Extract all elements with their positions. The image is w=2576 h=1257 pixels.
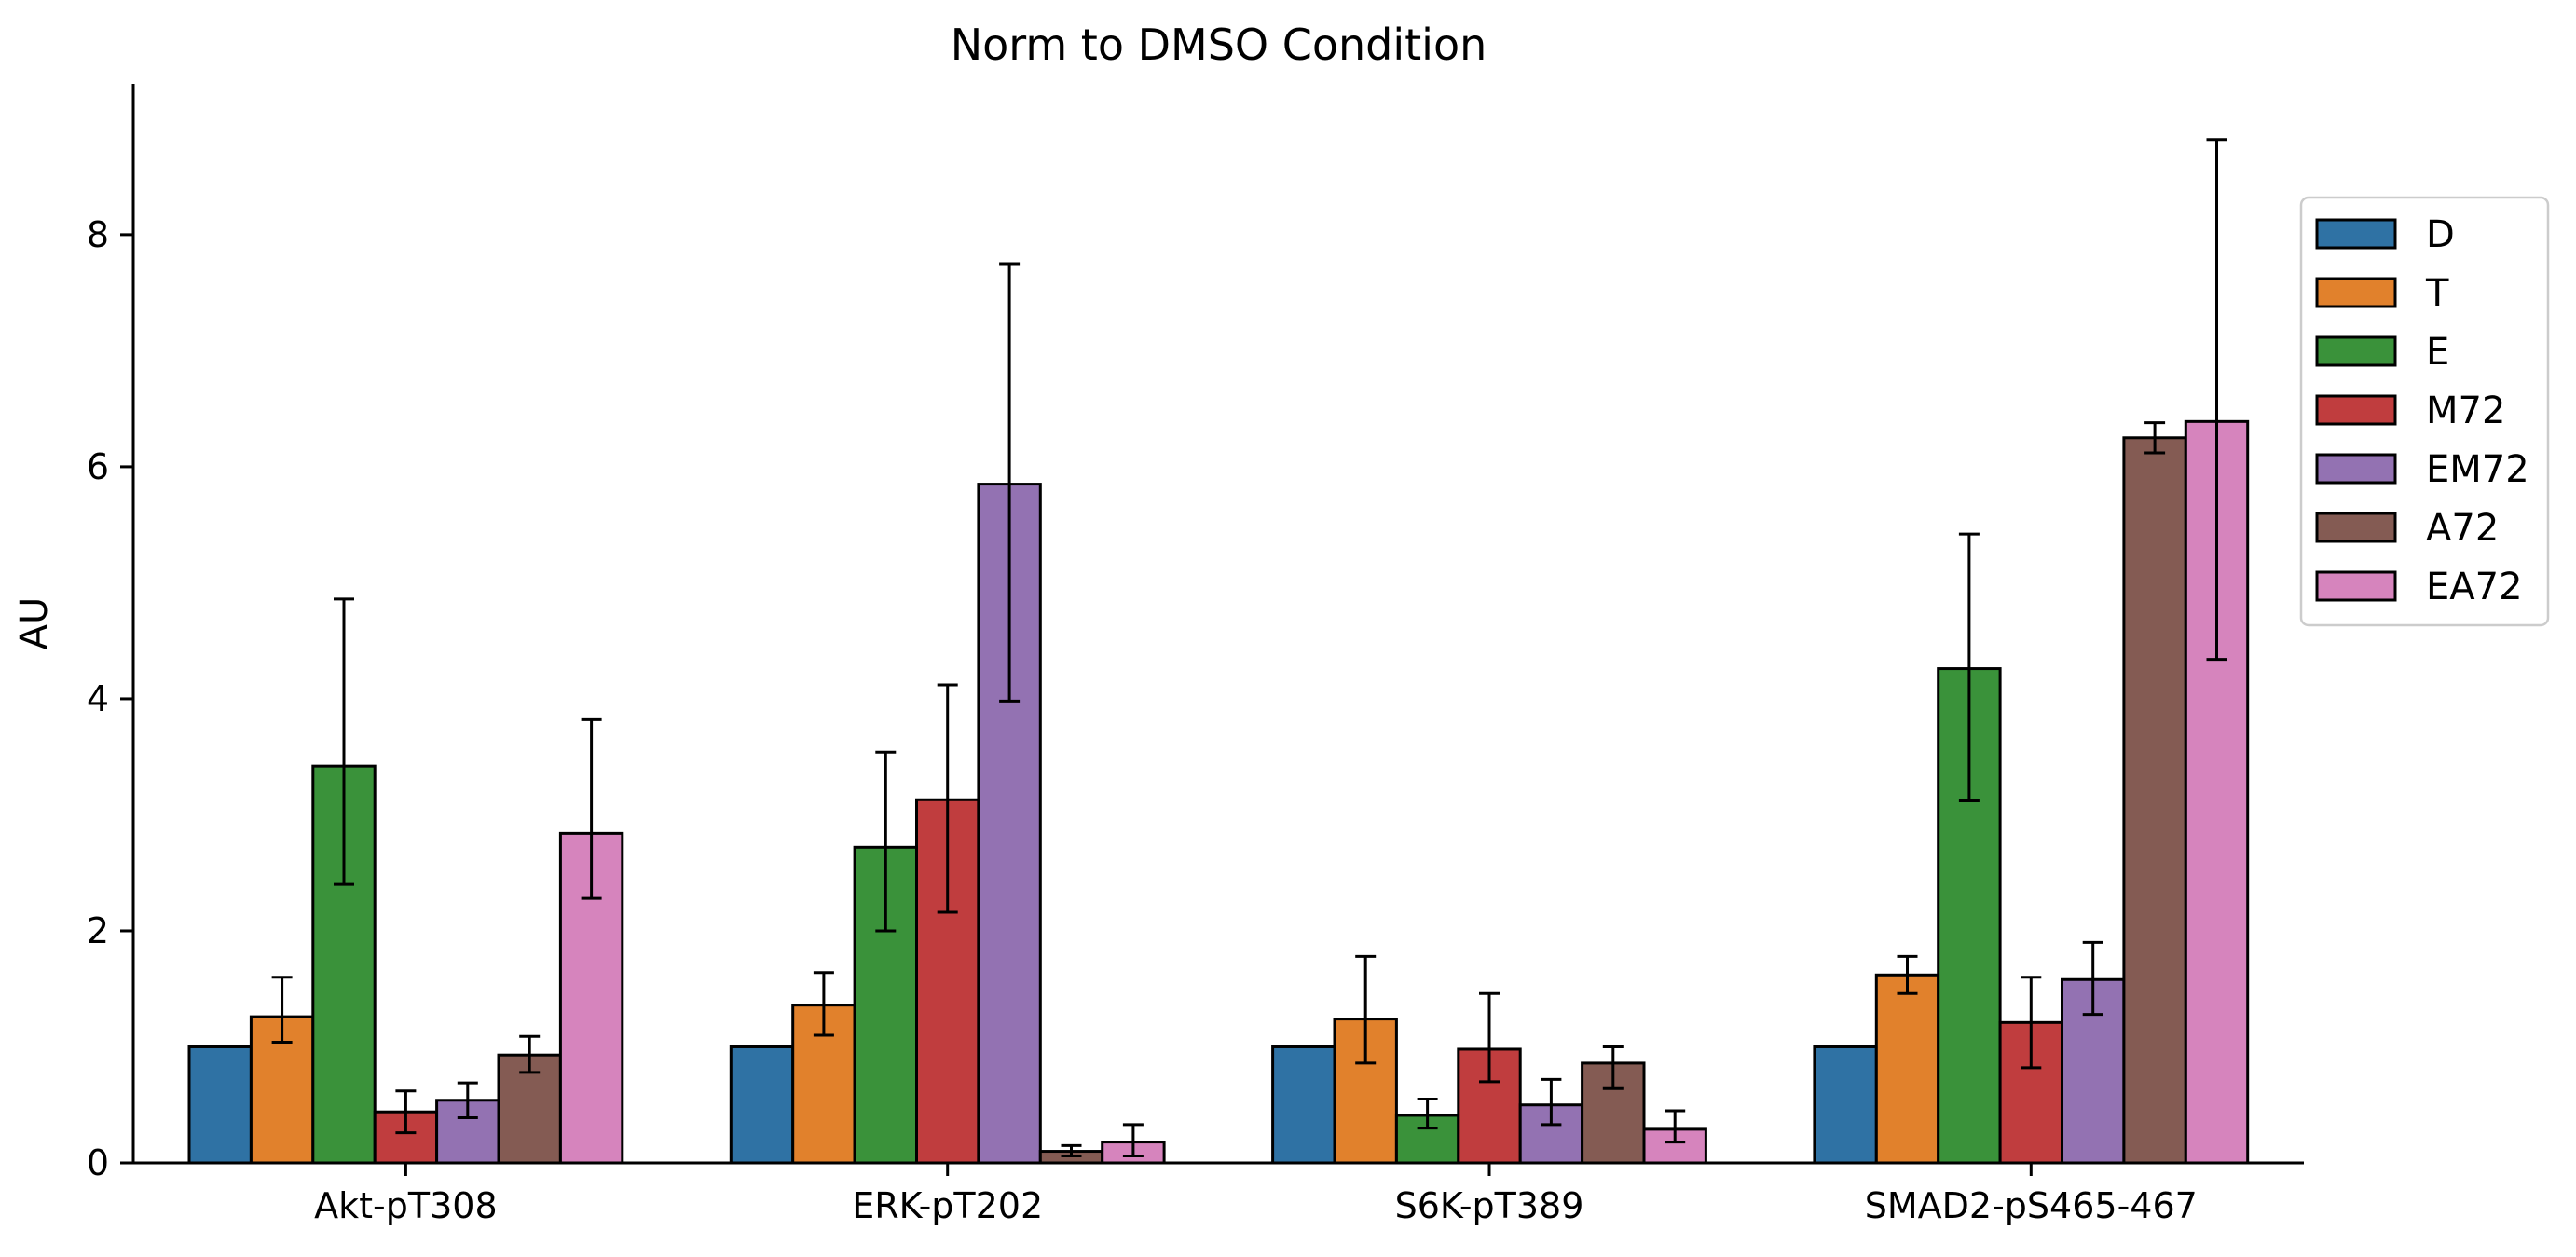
legend-swatch-em72: [2315, 453, 2397, 485]
legend-swatch-d: [2315, 218, 2397, 250]
legend-swatch-e: [2315, 335, 2397, 367]
legend-label-t: T: [2425, 272, 2449, 315]
bar-t-smad2-ps465-467: [1874, 973, 1940, 1165]
legend-label-em72: EM72: [2426, 448, 2529, 491]
y-axis-label: AU: [13, 597, 56, 650]
legend-label-a72: A72: [2426, 507, 2499, 550]
legend-swatch-m72: [2315, 394, 2397, 426]
x-tick-label: ERK-pT202: [852, 1185, 1043, 1226]
y-tick-label: 6: [87, 446, 109, 487]
bar-a72-smad2-ps465-467: [2122, 436, 2187, 1165]
legend-label-m72: M72: [2426, 389, 2505, 432]
legend-swatch-ea72: [2315, 570, 2397, 602]
legend-label-ea72: EA72: [2426, 566, 2523, 608]
plot-area: 0 2 4 6 8 Akt-pT308 ERK-pT202 S6K-pT389 SMAD2-pS…: [87, 84, 2304, 1226]
chart-title: Norm to DMSO Condition: [951, 20, 1487, 70]
x-tick-label: S6K-pT389: [1395, 1185, 1584, 1226]
bar-d-smad2-ps465-467: [1813, 1045, 1878, 1165]
y-tick-label: 2: [87, 910, 109, 951]
x-tick-label: Akt-pT308: [314, 1185, 497, 1226]
bar-e-akt-pt308: [311, 764, 377, 1165]
bar-d-s6k-pt389: [1271, 1045, 1336, 1165]
bar-d-erk-pt202: [729, 1045, 795, 1165]
legend-label-d: D: [2426, 213, 2455, 256]
legend-swatch-a72: [2315, 512, 2397, 543]
y-tick-label: 4: [87, 678, 109, 719]
legend-swatch-t: [2315, 277, 2397, 308]
x-tick-label: SMAD2-pS465-467: [1865, 1185, 2198, 1226]
y-tick-label: 8: [87, 214, 109, 255]
bar-d-akt-pt308: [187, 1045, 253, 1165]
legend-label-e: E: [2426, 331, 2449, 374]
y-tick-label: 0: [87, 1142, 109, 1183]
